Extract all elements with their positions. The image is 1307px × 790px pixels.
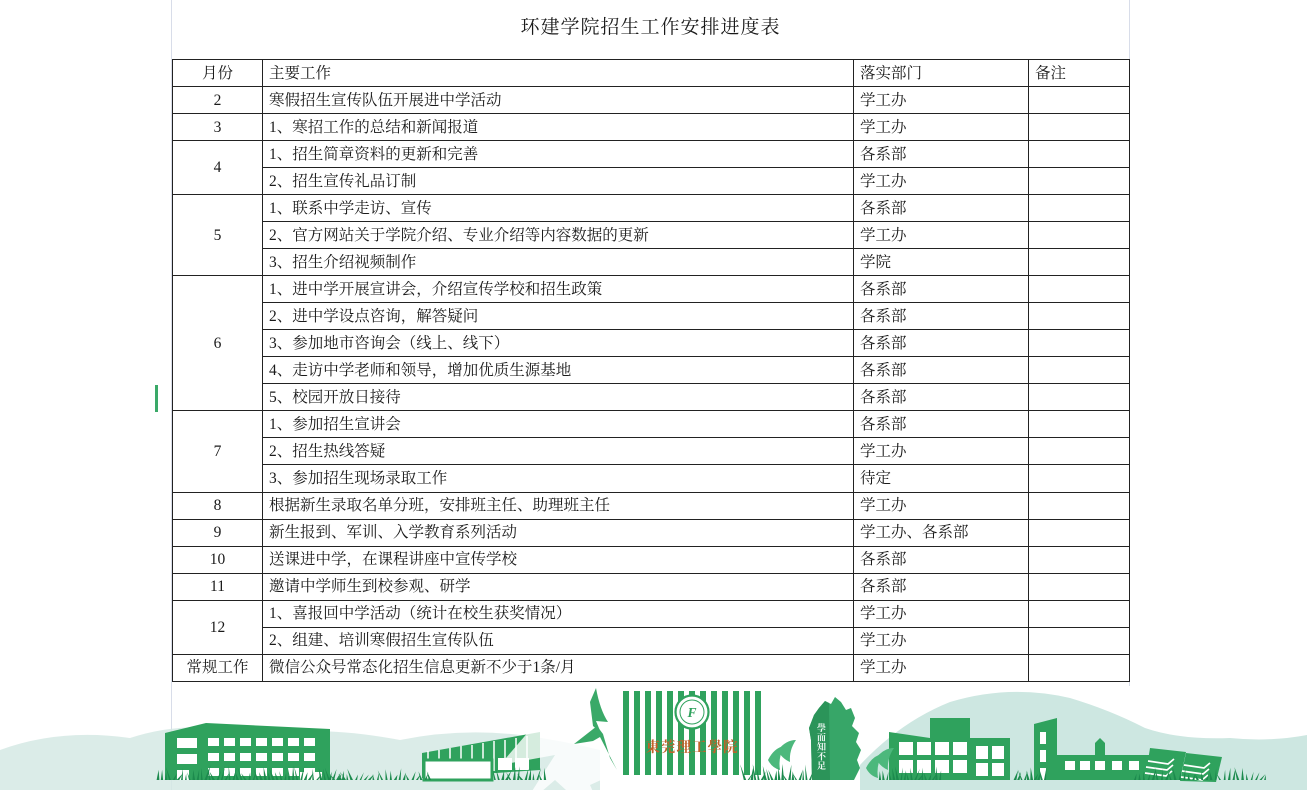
- svg-text:東莞理工學院: 東莞理工學院: [646, 738, 739, 756]
- svg-text:學而知不足: 學而知不足: [816, 722, 827, 771]
- svg-text:F: F: [686, 705, 696, 720]
